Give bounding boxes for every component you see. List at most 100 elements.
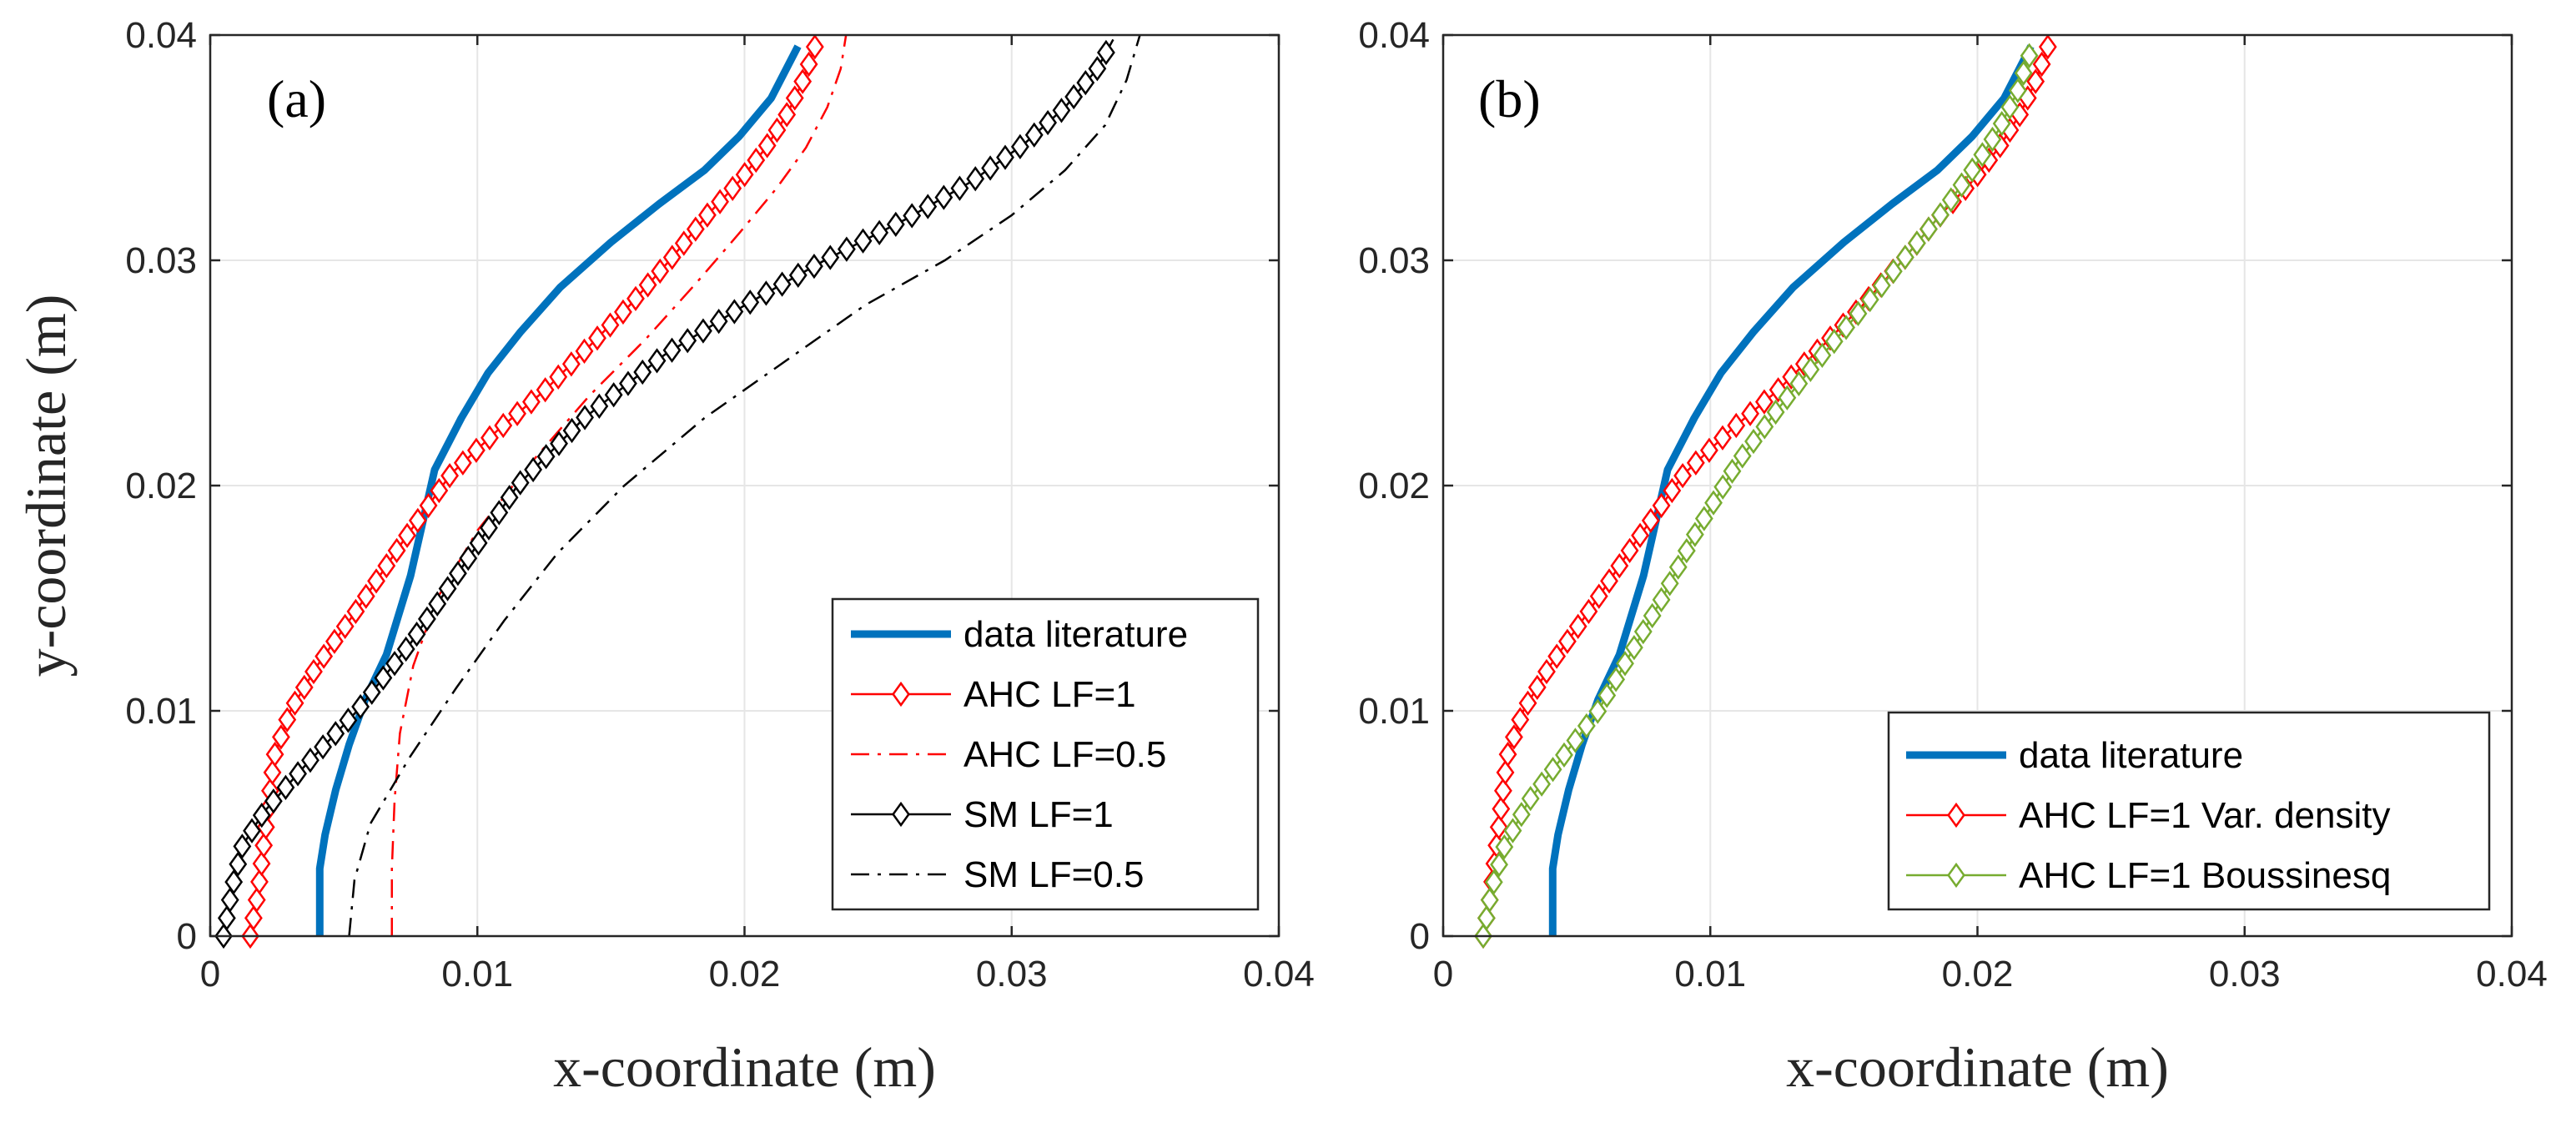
series-ahc-lf-1-boussinesq-marker-6 (1503, 818, 1522, 844)
series-ahc-lf-1-boussinesq-marker-26 (1694, 506, 1713, 531)
series-sm-lf-1-marker-16 (362, 679, 381, 705)
series-ahc-lf-1-marker-17 (325, 628, 344, 654)
series-ahc-lf-1-marker-22 (377, 553, 396, 579)
series-ahc-lf-1-boussinesq-marker-37 (1813, 342, 1832, 369)
series-sm-lf-1-marker-11 (301, 748, 319, 773)
series-ahc-lf-1-var-density-marker-10 (1498, 741, 1517, 768)
series-sm-lf-1-marker-4 (229, 851, 248, 877)
x-tick-label: 0.01 (441, 954, 513, 995)
axes-frame (1441, 33, 2513, 938)
series-sm-lf-1-marker-37 (604, 382, 623, 408)
series-sm-lf-1-marker-1 (217, 905, 236, 931)
series-ahc-lf-1-boussinesq-marker-36 (1801, 356, 1820, 382)
series-ahc-lf-1-marker-19 (346, 598, 365, 625)
legend-item-ahc-lf-1-boussinesq-label: AHC LF=1 Boussinesq (2019, 855, 2391, 896)
series-sm-lf-1-marker-67 (1064, 83, 1084, 110)
series-ahc-lf-1-boussinesq-marker-39 (1837, 315, 1856, 340)
series-ahc-lf-1-marker-49 (711, 189, 729, 214)
series-ahc-lf-1-var-density-marker-23 (1620, 537, 1639, 564)
y-tick-label: 0 (1410, 916, 1430, 957)
series-sm-lf-1-marker-60 (966, 166, 985, 192)
series-ahc-lf-1-var-density-marker-16 (1547, 643, 1567, 669)
series-ahc-lf-1-var-density-marker-6 (1489, 814, 1508, 840)
series-ahc-lf-1-marker-57 (793, 68, 813, 94)
series-sm-lf-1-marker-28 (490, 500, 509, 526)
legend-item-sm-lf-0-5: SM LF=0.5 (851, 854, 1144, 895)
series-ahc-lf-1-marker-23 (387, 537, 406, 564)
series-sm-lf-1-marker-15 (351, 693, 370, 720)
series-sm-lf-1-marker-46 (741, 290, 760, 315)
legend-item-ahc-lf-1-boussinesq: AHC LF=1 Boussinesq (1906, 855, 2391, 896)
series-ahc-lf-1-var-density-marker-12 (1511, 707, 1530, 733)
series-ahc-lf-1-var-density-marker-26 (1652, 492, 1671, 519)
y-tick-label: 0.02 (1358, 466, 1430, 506)
series-ahc-lf-1-var-density-marker-34 (1755, 389, 1774, 415)
series-ahc-lf-1-boussinesq-marker-20 (1643, 602, 1662, 629)
series-sm-lf-1-marker-31 (524, 456, 543, 483)
series-ahc-lf-1-marker-28 (440, 462, 459, 489)
legend-item-ahc-lf-1-boussinesq-marker-0 (1947, 862, 1965, 889)
series-ahc-lf-1-marker-33 (508, 400, 526, 426)
series-sm-lf-1-marker-2 (220, 887, 239, 913)
series-ahc-lf-1-marker-35 (536, 377, 555, 403)
y-tick-label: 0.02 (125, 466, 197, 506)
series-ahc-lf-1-boussinesq-marker-15 (1597, 682, 1617, 708)
legend-item-ahc-lf-1-var-density-label: AHC LF=1 Var. density (2019, 795, 2391, 836)
series-ahc-lf-1-boussinesq-marker-9 (1532, 771, 1552, 797)
series-sm-lf-1-marker-29 (500, 485, 519, 511)
legend-box (1887, 711, 2491, 911)
series-ahc-lf-1-boussinesq-marker-45 (1908, 230, 1926, 256)
series-ahc-lf-1-boussinesq-marker-13 (1577, 713, 1596, 739)
series-ahc-lf-1-var-density-marker-13 (1518, 690, 1537, 716)
series-sm-lf-1-marker-51 (821, 244, 840, 270)
series-ahc-lf-1-marker-31 (480, 425, 499, 451)
series-sm-lf-1-marker-26 (469, 530, 488, 556)
series-ahc-lf-1-var-density-marker-58 (2032, 51, 2051, 78)
panel-label: (a) (267, 69, 326, 128)
series-sm-lf-1-marker-34 (562, 417, 581, 444)
series-ahc-lf-1-var-density-marker-20 (1589, 583, 1608, 609)
series-ahc-lf-1-marker-54 (767, 117, 787, 144)
y-axis-label: y-coordinate (m) (14, 295, 78, 677)
series-ahc-lf-1-marker-2 (247, 887, 266, 913)
series-ahc-lf-1-boussinesq-marker-56 (2014, 60, 2033, 86)
legend-item-ahc-lf-0-5: AHC LF=0.5 (851, 734, 1166, 775)
legend-item-ahc-lf-1-marker-0 (892, 681, 910, 708)
series-sm-lf-1-marker-64 (1024, 122, 1044, 148)
series-sm-lf-1-marker-6 (243, 818, 261, 844)
series-ahc-lf-1 (241, 34, 824, 949)
legend-item-data-literature: data literature (851, 614, 1188, 655)
series-ahc-lf-1-marker-42 (626, 285, 645, 312)
series-sm-lf-1-marker-42 (678, 328, 697, 354)
series-ahc-lf-1-boussinesq-marker-14 (1588, 698, 1607, 724)
series-ahc-lf-1-marker-43 (638, 272, 657, 298)
series-sm-lf-1-marker-3 (224, 869, 244, 895)
series-sm-lf-1-marker-49 (788, 262, 808, 289)
legend-item-ahc-lf-1-label: AHC LF=1 (963, 674, 1136, 715)
series-ahc-lf-1-marker-38 (575, 338, 594, 364)
x-tick-label: 0 (1433, 954, 1453, 995)
axes-frame (209, 33, 1280, 938)
series-sm-lf-1-marker-23 (438, 576, 457, 602)
y-tick-label: 0.04 (125, 15, 197, 56)
series-sm-lf-1-marker-69 (1088, 56, 1107, 82)
series-ahc-lf-1-boussinesq-marker-11 (1555, 742, 1573, 768)
x-axis-label: x-coordinate (m) (553, 1035, 936, 1099)
legend-item-sm-lf-1-label: SM LF=1 (963, 794, 1114, 835)
series-sm-lf-1-marker-38 (619, 370, 637, 396)
series-sm-lf-1-marker-57 (918, 194, 938, 219)
series-sm-lf-1-marker-30 (511, 470, 530, 496)
series-ahc-lf-1-marker-46 (674, 230, 693, 256)
series-ahc-lf-1-boussinesq-marker-31 (1744, 428, 1763, 455)
series-ahc-lf-1-boussinesq-marker-10 (1543, 757, 1562, 783)
series-ahc-lf-1-marker-13 (285, 690, 304, 716)
series-ahc-lf-1-marker-55 (777, 102, 797, 128)
series-ahc-lf-1-var-density-marker-11 (1505, 724, 1523, 750)
series-sm-lf-1-marker-40 (647, 348, 667, 374)
series-ahc-lf-1-marker-32 (494, 412, 513, 439)
series-ahc-lf-1-boussinesq-marker-34 (1778, 385, 1797, 410)
series-ahc-lf-1-marker-50 (723, 175, 742, 201)
legend-item-data-literature: data literature (1906, 735, 2243, 776)
series-ahc-lf-1-boussinesq-marker-47 (1931, 202, 1950, 228)
